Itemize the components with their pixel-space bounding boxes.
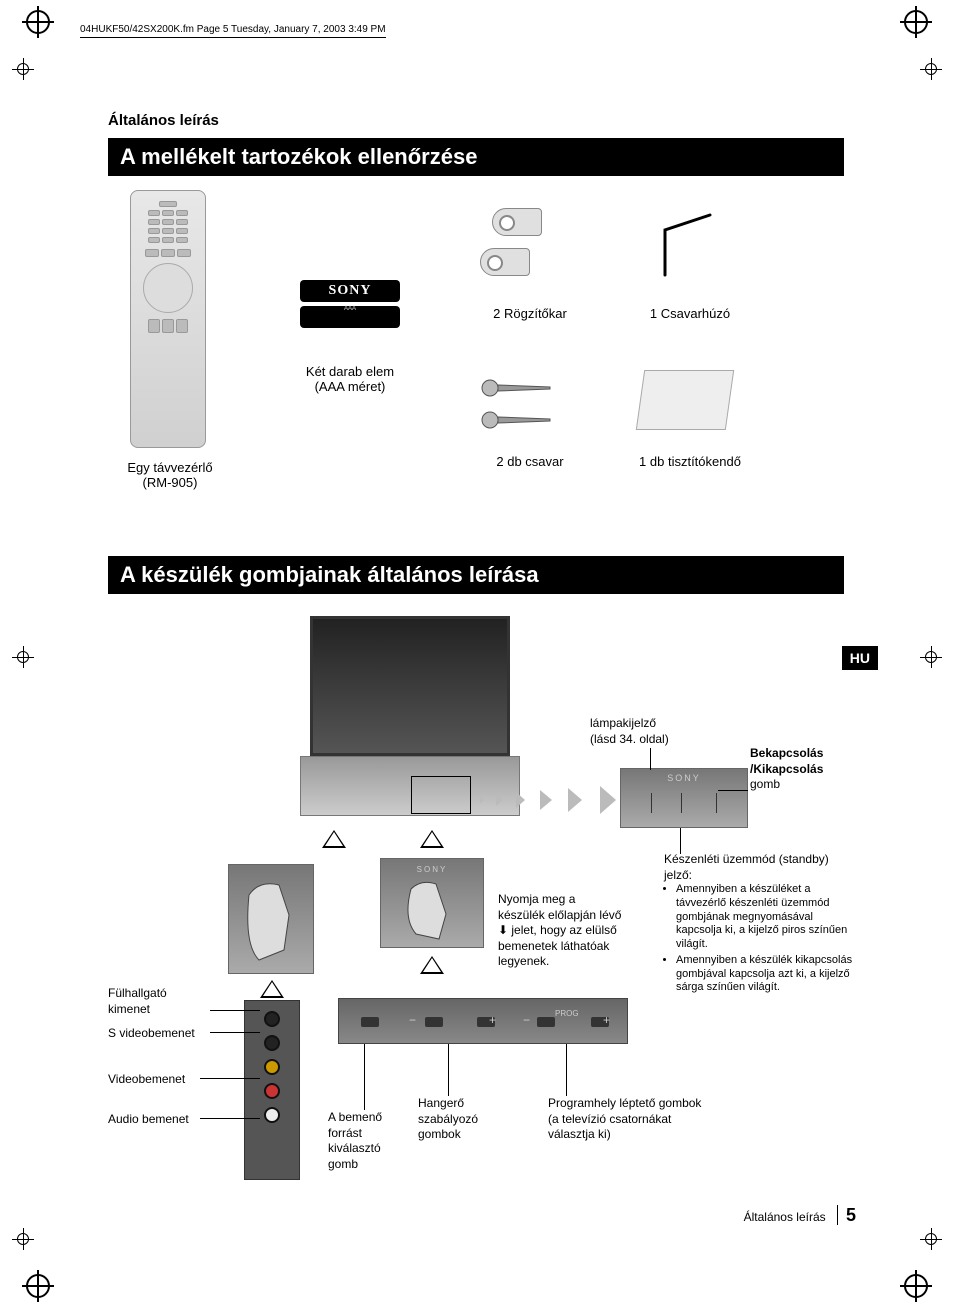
callout-standby: Készenléti üzemmód (standby) jelző: Amen… (664, 852, 854, 997)
battery-illustration-2: AAA (300, 306, 400, 328)
pointer-triangle (260, 980, 284, 998)
battery-label-2: (AAA méret) (290, 379, 410, 394)
footer-page: 5 (837, 1205, 856, 1225)
callout-svideo: S videobemenet (108, 1026, 228, 1042)
signal-icon (600, 786, 616, 814)
callout-power: Bekapcsolás /Kikapcsolás gomb (750, 746, 860, 793)
crop-mark-br (904, 1274, 928, 1298)
callout-audio: Audio bemenet (108, 1112, 228, 1128)
callout-lamp: lámpakijelző (lásd 34. oldal) (590, 716, 700, 747)
power-l1: Bekapcsolás (750, 746, 823, 760)
screw-illustration (480, 410, 556, 433)
language-tab: HU (842, 646, 878, 670)
crop-mark-tr (904, 10, 928, 34)
zoom-box (411, 776, 471, 814)
header-filename: 04HUKF50/42SX200K.fm Page 5 Tuesday, Jan… (80, 24, 386, 38)
callout-video: Videobemenet (108, 1072, 228, 1088)
leader-line (650, 748, 651, 770)
hexkey-illustration (650, 210, 720, 280)
input-panel (244, 1000, 300, 1180)
signal-icon (540, 790, 552, 810)
clips-label: 2 Rögzítőkar (470, 306, 590, 321)
power-l3: gomb (750, 777, 780, 791)
clip-illustration (492, 208, 542, 236)
leader-line (566, 1044, 567, 1096)
crosshair (14, 1230, 32, 1248)
leader-line (210, 1010, 260, 1011)
closeup-top-panel: SONY (620, 768, 748, 828)
pointer-triangle (322, 830, 346, 848)
page-footer: Általános leírás 5 (744, 1205, 856, 1226)
section-heading: Általános leírás (108, 112, 219, 129)
callout-press: Nyomja meg a készülék előlapján lévő ⬇ j… (498, 892, 624, 970)
closeup-front: SONY (380, 858, 484, 948)
battery-label: Két darab elem (AAA méret) (290, 364, 410, 394)
leader-line (210, 1032, 260, 1033)
leader-line (200, 1118, 260, 1119)
leader-line (680, 828, 681, 854)
clip-illustration (480, 248, 530, 276)
closeup-side (228, 864, 314, 974)
screw-illustration (480, 378, 556, 401)
lamp-l1: lámpakijelző (590, 716, 700, 732)
battery-illustration: SONY (300, 280, 400, 302)
signal-icon (516, 792, 525, 808)
signal-icon (568, 788, 582, 812)
screws-label: 2 db csavar (470, 454, 590, 469)
bar-accessories: A mellékelt tartozékok ellenőrzése (108, 138, 844, 176)
standby-bullet-1: Amennyiben a készüléket a távvezérlő kés… (676, 883, 854, 952)
remote-label-1: Egy távvezérlő (110, 460, 230, 475)
callout-volume: Hangerő szabályozó gombok (418, 1096, 508, 1143)
crosshair (14, 60, 32, 78)
remote-label: Egy távvezérlő (RM-905) (110, 460, 230, 490)
crop-mark-bl (26, 1274, 50, 1298)
crosshair (922, 60, 940, 78)
standby-title: Készenléti üzemmód (standby) jelző: (664, 852, 854, 883)
prog-text: PROG (555, 1009, 579, 1018)
battery-label-1: Két darab elem (290, 364, 410, 379)
remote-label-2: (RM-905) (110, 475, 230, 490)
lamp-l2: (lásd 34. oldal) (590, 732, 700, 748)
hexkey-label: 1 Csavarhúzó (630, 306, 750, 321)
callout-source: A bemenő forrást kiválasztó gomb (328, 1110, 408, 1172)
leader-line (448, 1044, 449, 1096)
tv-illustration (290, 616, 530, 816)
crop-mark-tl (26, 10, 50, 34)
remote-illustration (130, 190, 206, 448)
cloth-illustration (636, 370, 734, 430)
bar-buttons: A készülék gombjainak általános leírása (108, 556, 844, 594)
crosshair (922, 648, 940, 666)
button-strip: PROG − + − + (338, 998, 628, 1044)
cloth-label: 1 db tisztítókendő (620, 454, 760, 469)
pointer-triangle (420, 956, 444, 974)
leader-line (364, 1044, 365, 1110)
crosshair (922, 1230, 940, 1248)
signal-icon (480, 796, 484, 804)
power-l2: /Kikapcsolás (750, 762, 823, 776)
callout-headphone: Fülhallgató kimenet (108, 986, 208, 1017)
leader-line (200, 1078, 260, 1079)
signal-icon (496, 794, 503, 806)
leader-line (718, 790, 748, 791)
callout-prog: Programhely léptető gombok (a televízió … (548, 1096, 708, 1143)
standby-bullet-2: Amennyiben a készülék kikapcsolás gombjá… (676, 954, 854, 995)
pointer-triangle (420, 830, 444, 848)
crosshair (14, 648, 32, 666)
footer-text: Általános leírás (744, 1210, 826, 1224)
